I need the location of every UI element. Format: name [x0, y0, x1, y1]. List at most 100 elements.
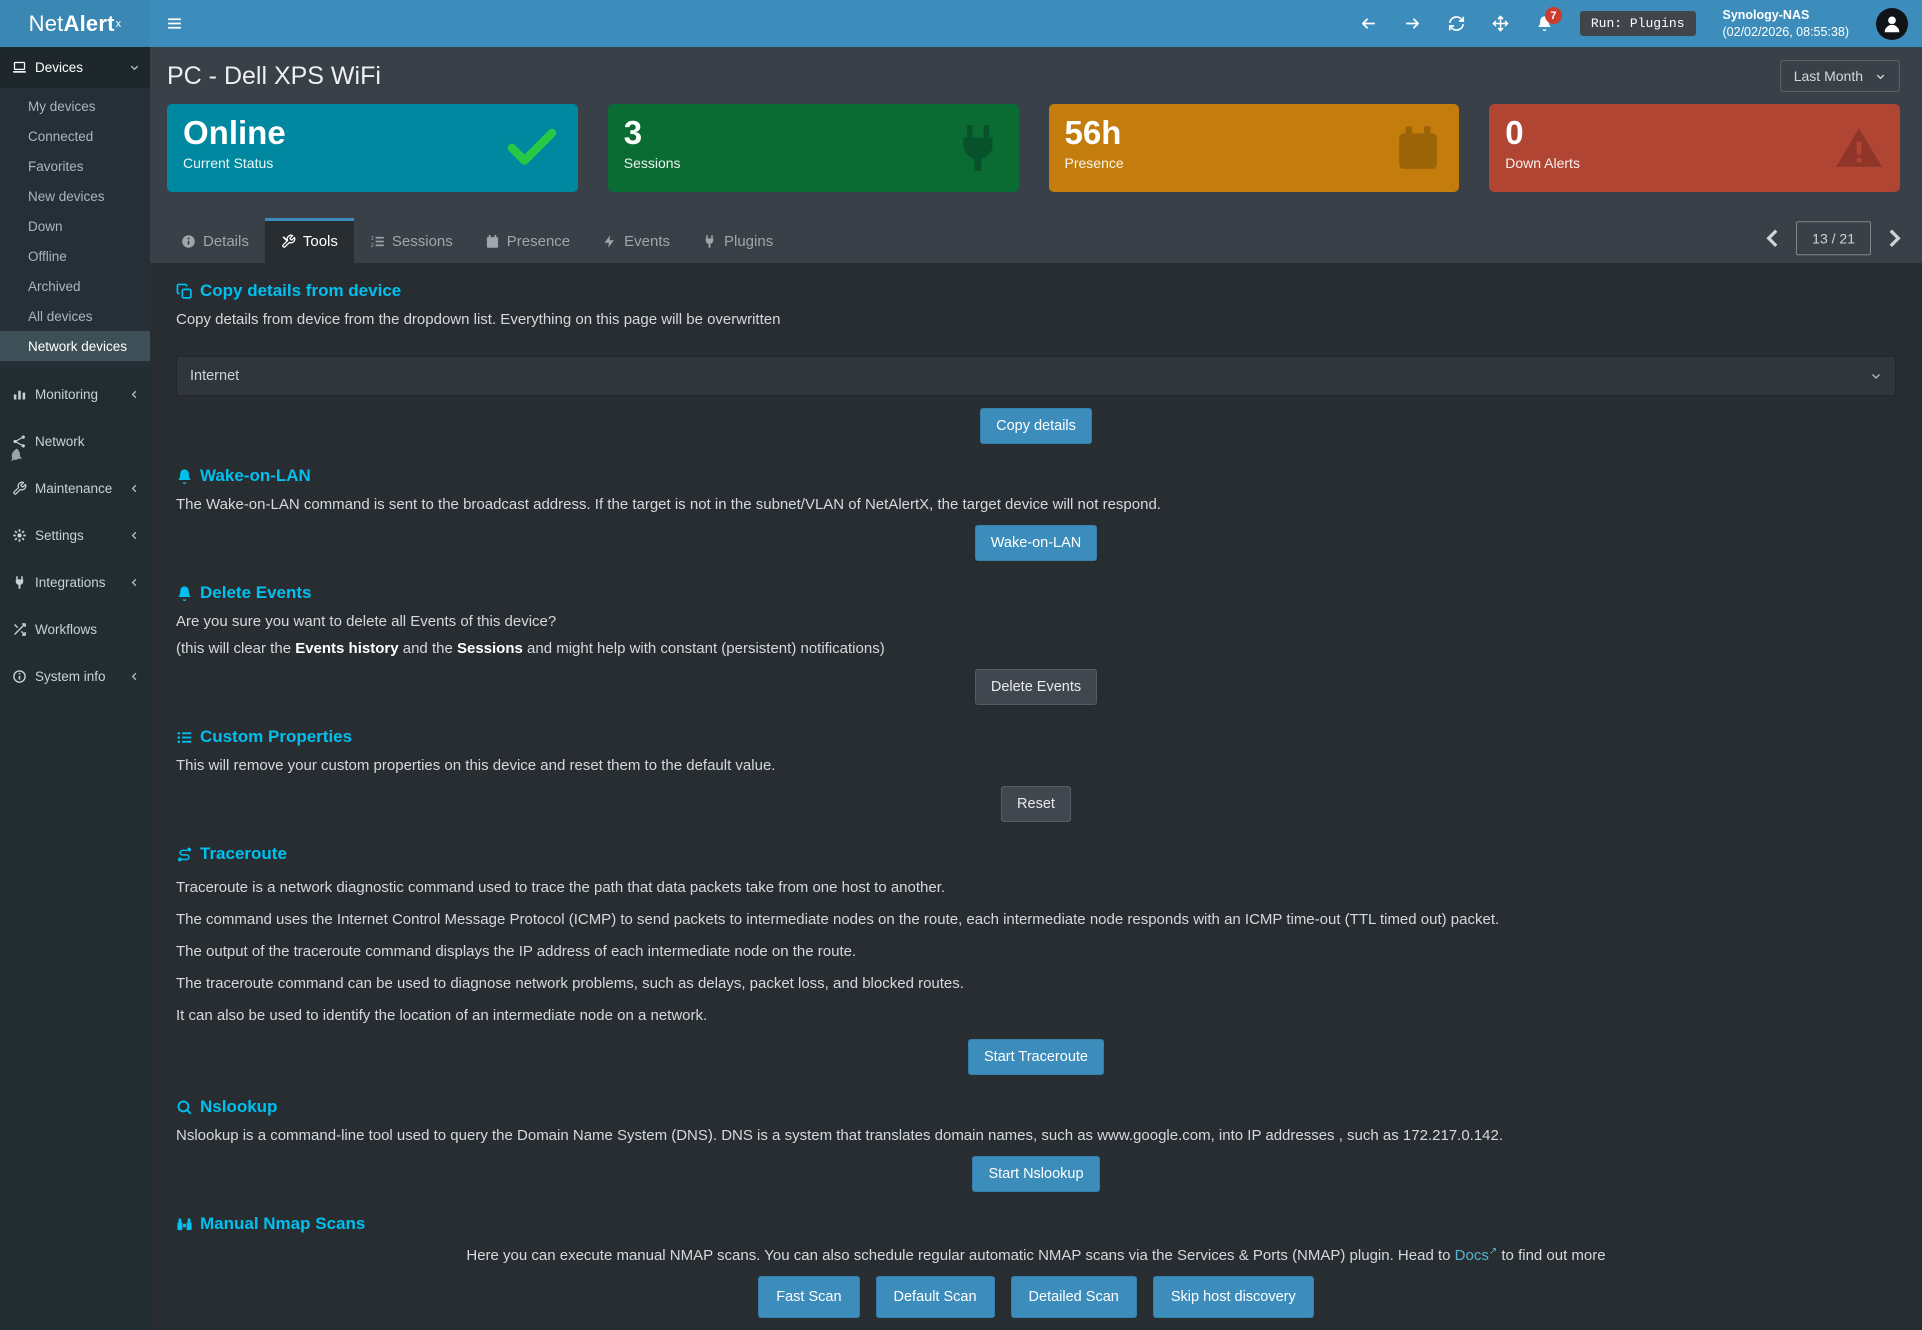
- card-label: Down Alerts: [1505, 154, 1580, 171]
- plug-icon: [953, 123, 1003, 173]
- start-traceroute-button[interactable]: Start Traceroute: [968, 1039, 1104, 1075]
- calendar-icon: [1393, 123, 1443, 173]
- copy-source-select[interactable]: Internet: [176, 356, 1896, 396]
- period-select-value: Last Month: [1793, 68, 1863, 84]
- forward-arrow-icon[interactable]: [1404, 15, 1421, 32]
- default-scan-button[interactable]: Default Scan: [875, 1276, 995, 1318]
- nmap-desc: Here you can execute manual NMAP scans. …: [466, 1246, 1606, 1264]
- status-cards: Online Current Status 3 Sessions 56h Pre…: [150, 102, 1922, 192]
- sidebar-item-new-devices[interactable]: New devices: [28, 188, 105, 204]
- calendar-icon: [485, 234, 500, 249]
- sidebar-item-workflows[interactable]: Workflows: [0, 610, 150, 649]
- sidebar-item-integrations[interactable]: Integrations: [0, 563, 150, 602]
- sidebar-item-label: Devices: [35, 60, 84, 75]
- fast-scan-button[interactable]: Fast Scan: [758, 1276, 860, 1318]
- user-icon: [1881, 13, 1903, 35]
- docs-link[interactable]: Docs↗: [1454, 1246, 1498, 1264]
- tab-tools[interactable]: Tools: [264, 218, 354, 263]
- notification-count-badge: 7: [1544, 7, 1562, 24]
- sidebar-item-favorites[interactable]: Favorites: [28, 158, 84, 174]
- custom-properties-desc: This will remove your custom properties …: [176, 757, 776, 774]
- delete-events-note: (this will clear the Events history and …: [176, 640, 885, 657]
- section-title: Manual Nmap Scans: [200, 1214, 366, 1233]
- network-icon: [12, 434, 27, 449]
- app-logo[interactable]: Net Alert x: [0, 0, 150, 47]
- chevron-down-icon: [1875, 71, 1886, 82]
- sidebar-item-maintenance[interactable]: Maintenance: [0, 469, 150, 508]
- card-value: 3: [623, 114, 643, 151]
- sidebar-item-network-devices[interactable]: Network devices: [0, 331, 150, 361]
- tab-details[interactable]: Details: [165, 218, 265, 263]
- sidebar-item-system-info[interactable]: System info: [0, 657, 150, 696]
- back-arrow-icon[interactable]: [1360, 15, 1377, 32]
- sidebar-item-connected[interactable]: Connected: [28, 128, 94, 144]
- sidebar-item-label: Workflows: [35, 622, 98, 637]
- page-indicator[interactable]: 13 / 21: [1796, 220, 1871, 255]
- main-content: PC - Dell XPS WiFi Last Month Online Cur…: [150, 47, 1922, 1330]
- traceroute-paragraph: The traceroute command can be used to di…: [176, 975, 964, 992]
- move-icon[interactable]: [1492, 15, 1509, 32]
- notifications-bell-icon[interactable]: 7: [1536, 7, 1562, 32]
- section-delete-events: Delete Events: [176, 583, 1896, 603]
- section-wake-on-lan: Wake-on-LAN: [176, 466, 1896, 486]
- section-traceroute: Traceroute: [176, 844, 1896, 864]
- sidebar-item-down[interactable]: Down: [28, 218, 63, 234]
- delete-events-button[interactable]: Delete Events: [974, 669, 1098, 705]
- binoculars-icon: [176, 1216, 193, 1233]
- devices-submenu: My devices Connected Favorites New devic…: [0, 88, 150, 367]
- copy-icon: [176, 283, 193, 300]
- period-select[interactable]: Last Month: [1779, 60, 1900, 92]
- traceroute-paragraph: Traceroute is a network diagnostic comma…: [176, 879, 946, 896]
- chevron-left-icon: [129, 483, 140, 494]
- sidebar-item-all-devices[interactable]: All devices: [28, 308, 93, 324]
- user-avatar[interactable]: [1876, 7, 1908, 40]
- rocket-icon[interactable]: [6, 447, 26, 467]
- chevron-down-icon: [1870, 370, 1882, 382]
- next-device-button[interactable]: [1881, 225, 1907, 251]
- gear-icon: [12, 528, 27, 543]
- delete-events-question: Are you sure you want to delete all Even…: [176, 613, 557, 630]
- wol-desc: The Wake-on-LAN command is sent to the b…: [176, 496, 1161, 513]
- sidebar-item-network[interactable]: Network: [0, 422, 150, 461]
- sidebar-item-devices[interactable]: Devices: [0, 47, 150, 88]
- laptop-icon: [12, 60, 27, 75]
- status-card-presence: 56h Presence: [1048, 104, 1460, 192]
- tab-events[interactable]: Events: [586, 218, 686, 263]
- card-value: Online: [183, 114, 286, 151]
- card-value: 56h: [1064, 114, 1122, 151]
- search-icon: [176, 1099, 193, 1116]
- tab-presence[interactable]: Presence: [469, 218, 586, 263]
- wake-on-lan-button[interactable]: Wake-on-LAN: [974, 525, 1098, 561]
- sidebar-nav: Devices My devices Connected Favorites N…: [0, 47, 150, 1330]
- section-manual-nmap-scans: Manual Nmap Scans: [176, 1214, 1896, 1234]
- run-plugins-button[interactable]: Run: Plugins: [1579, 11, 1696, 36]
- reset-button[interactable]: Reset: [1001, 786, 1071, 822]
- sidebar-item-archived[interactable]: Archived: [28, 278, 81, 294]
- status-card-down-alerts: 0 Down Alerts: [1489, 104, 1900, 192]
- skip-host-discovery-button[interactable]: Skip host discovery: [1152, 1276, 1314, 1318]
- sidebar-item-label: Integrations: [35, 575, 106, 590]
- copy-details-button[interactable]: Copy details: [980, 408, 1092, 444]
- svg-text:2: 2: [371, 243, 374, 249]
- tab-plugins[interactable]: Plugins: [686, 218, 789, 263]
- sidebar-toggle-button[interactable]: [150, 0, 199, 47]
- start-nslookup-button[interactable]: Start Nslookup: [972, 1156, 1100, 1192]
- sidebar-item-my-devices[interactable]: My devices: [28, 98, 96, 114]
- svg-text:1: 1: [371, 236, 374, 242]
- status-card-sessions: 3 Sessions: [607, 104, 1019, 192]
- copy-details-desc: Copy details from device from the dropdo…: [176, 311, 781, 328]
- sidebar-item-monitoring[interactable]: Monitoring: [0, 375, 150, 414]
- chart-bar-icon: [12, 387, 27, 402]
- section-custom-properties: Custom Properties: [176, 727, 1896, 747]
- section-title: Delete Events: [200, 583, 312, 602]
- sidebar-item-label: Maintenance: [35, 481, 113, 496]
- section-title: Custom Properties: [200, 727, 353, 746]
- sidebar-item-offline[interactable]: Offline: [28, 248, 67, 264]
- sidebar-item-settings[interactable]: Settings: [0, 516, 150, 555]
- prev-device-button[interactable]: [1760, 225, 1786, 251]
- traceroute-paragraph: The output of the traceroute command dis…: [176, 943, 857, 960]
- detailed-scan-button[interactable]: Detailed Scan: [1010, 1276, 1137, 1318]
- refresh-icon[interactable]: [1448, 15, 1465, 32]
- section-title: Wake-on-LAN: [200, 466, 311, 485]
